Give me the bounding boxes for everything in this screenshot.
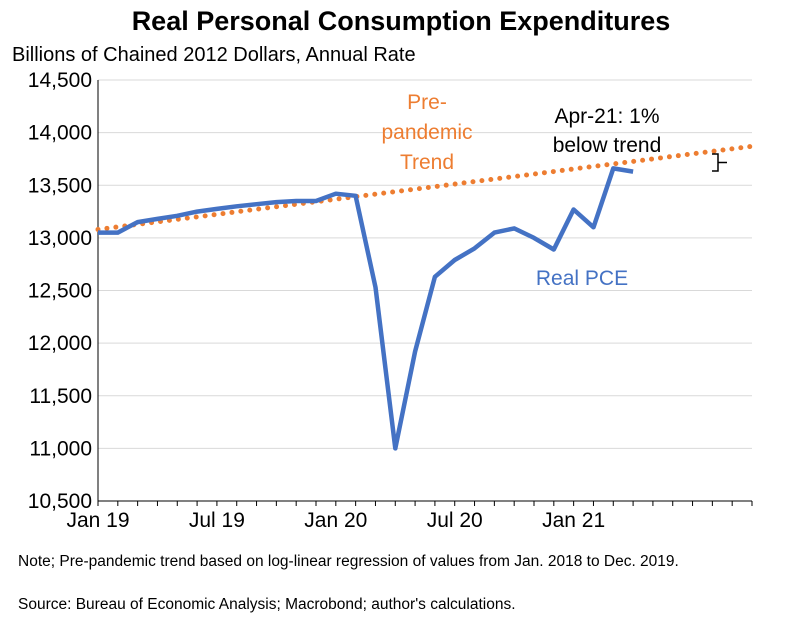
chart-subtitle: Billions of Chained 2012 Dollars, Annual… [12,44,416,66]
y-tick-label: 14,000 [28,122,92,145]
chart-title: Real Personal Consumption Expenditures [131,6,671,36]
gap-bracket [712,153,727,172]
y-tick-label: 11,500 [29,385,92,408]
x-tick-label: Jan 21 [542,509,605,532]
y-tick-label: 13,000 [28,227,92,250]
annotation-trend-label: Pre- [407,91,447,114]
x-tick-label: Jul 20 [427,509,483,532]
y-tick-label: 10,500 [28,490,92,513]
y-tick-label: 14,500 [28,69,92,92]
chart-source: Source: Bureau of Economic Analysis; Mac… [18,596,516,613]
series-line-real-pce [98,166,634,451]
y-tick-label: 11,000 [29,437,92,460]
series-line-pre-pandemic-trend [95,143,755,232]
y-tick-label: 13,500 [28,174,92,197]
annotation-real-pce-label: Real PCE [536,267,628,290]
y-tick-label: 12,500 [28,280,92,303]
annotation-gap-label: Apr-21: 1% [554,105,659,128]
y-tick-label: 12,000 [28,332,92,355]
x-tick-label: Jan 20 [304,509,367,532]
annotation-trend-label: pandemic [381,121,472,144]
annotation-trend-label: Trend [400,151,454,174]
x-tick-label: Jul 19 [189,509,245,532]
x-tick-label: Jan 19 [66,509,129,532]
chart-note: Note; Pre-pandemic trend based on log-li… [18,553,679,570]
annotation-gap-label: below trend [553,134,662,157]
